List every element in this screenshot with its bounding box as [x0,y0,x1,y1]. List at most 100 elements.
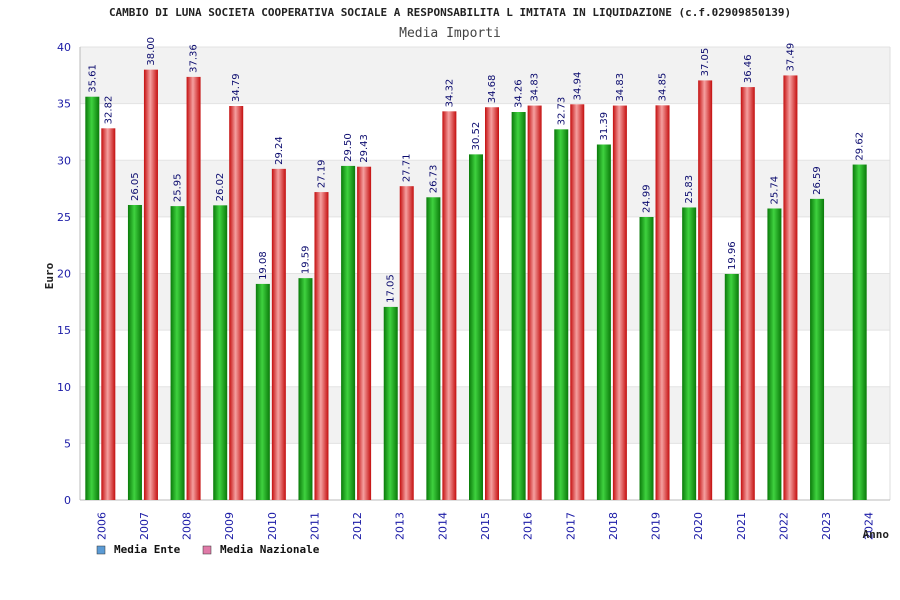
bar-media-ente [682,207,697,500]
value-label: 34.83 [615,73,626,102]
bar-media-ente [639,216,654,500]
value-label: 34.79 [231,73,242,102]
bar-media-nazionale [698,80,713,500]
legend-swatch-media-ente [96,545,106,555]
chart-title: CAMBIO DI LUNA SOCIETA COOPERATIVA SOCIA… [109,6,791,19]
value-label: 19.59 [300,246,311,275]
bar-media-ente [85,96,100,501]
x-tick-label: 2015 [479,512,492,540]
value-label: 37.05 [700,48,711,77]
bar-media-nazionale [229,106,244,501]
value-label: 36.46 [743,54,754,83]
bar-media-ente [554,129,569,500]
y-tick-label: 5 [64,437,71,450]
bar-media-ente [170,206,185,500]
bar-media-nazionale [655,105,670,500]
bar-media-ente [724,273,739,500]
legend-swatch-media-nazionale [202,545,212,555]
value-label: 35.61 [87,64,98,93]
x-tick-label: 2013 [394,512,407,540]
x-axis-ticks: 2006 2007 2008 2009 2010 2011 2012 2013 2014 2015… [95,512,875,540]
x-tick-label: 2008 [181,512,194,540]
bar-media-ente [298,278,313,500]
x-tick-label: 2009 [223,512,236,540]
value-label: 34.85 [658,73,669,102]
bar-media-nazionale [740,87,755,500]
value-label: 29.50 [343,133,354,162]
bar-media-nazionale [485,107,499,501]
bar-media-ente [469,154,483,500]
value-label: 27.19 [316,159,327,188]
x-tick-label: 2006 [95,512,108,540]
x-tick-label: 2016 [522,512,535,540]
legend: Media Ente Media Nazionale [96,543,320,556]
value-label: 24.99 [642,184,653,213]
value-label: 25.95 [173,173,184,202]
y-tick-label: 35 [57,98,71,111]
value-labels: 35.61 32.82 26.05 38.00 25.95 37.36 26.02 34.79… [87,37,865,303]
x-tick-label: 2010 [266,512,279,540]
value-label: 34.83 [530,73,541,102]
value-label: 34.68 [487,75,498,104]
value-label: 30.52 [471,122,482,151]
x-tick-label: 2007 [138,512,151,540]
bar-media-nazionale [399,186,414,500]
value-label: 31.39 [599,112,610,141]
bar-media-ente [511,112,526,501]
bar-media-nazionale [314,192,329,501]
value-label: 32.82 [103,96,114,125]
value-label: 19.96 [727,241,738,270]
y-tick-label: 10 [57,381,71,394]
x-tick-label: 2011 [308,512,321,540]
bar-media-ente [596,144,611,501]
value-label: 26.02 [215,173,226,202]
bars [85,69,867,501]
y-tick-label: 25 [57,211,71,224]
value-label: 34.26 [514,79,525,108]
value-label: 17.05 [386,274,397,303]
value-label: 37.36 [189,44,200,73]
bar-media-nazionale [101,128,116,500]
value-label: 29.43 [359,134,370,163]
x-tick-label: 2017 [564,512,577,540]
bar-media-ente [127,204,142,500]
value-label: 29.62 [855,132,866,161]
bar-media-nazionale [186,76,201,500]
bar-media-ente [213,205,228,501]
bar-media-ente [383,306,398,500]
y-tick-label: 0 [64,494,71,507]
legend-label-media-nazionale: Media Nazionale [220,543,320,556]
plot-band [80,47,890,104]
bar-media-ente [426,197,441,500]
value-label: 38.00 [146,37,157,66]
legend-label-media-ente: Media Ente [114,543,181,556]
x-axis-label: Anno [863,528,890,541]
x-tick-label: 2014 [436,512,449,540]
x-tick-label: 2012 [351,512,364,540]
y-tick-label: 40 [57,41,71,54]
bar-media-nazionale [783,75,798,500]
y-axis-label: Euro [43,262,56,289]
value-label: 34.32 [444,79,455,108]
y-tick-label: 15 [57,324,71,337]
bar-media-nazionale [271,168,286,500]
bar-media-nazionale [527,105,542,501]
bar-media-nazionale [612,105,627,501]
value-label: 32.73 [556,97,567,126]
bar-media-ente [341,165,356,500]
value-label: 29.24 [274,136,285,165]
bar-media-nazionale [357,166,372,500]
x-tick-label: 2022 [777,512,790,540]
value-label: 19.08 [258,251,269,280]
chart-subtitle: Media Importi [399,26,501,41]
x-tick-label: 2019 [650,512,663,540]
y-tick-label: 20 [57,268,71,281]
value-label: 25.83 [684,175,695,204]
bar-media-nazionale [570,104,585,500]
value-label: 27.71 [402,154,413,183]
x-tick-label: 2018 [607,512,620,540]
value-label: 26.05 [130,172,141,201]
y-tick-label: 30 [57,154,71,167]
x-tick-label: 2021 [735,512,748,540]
